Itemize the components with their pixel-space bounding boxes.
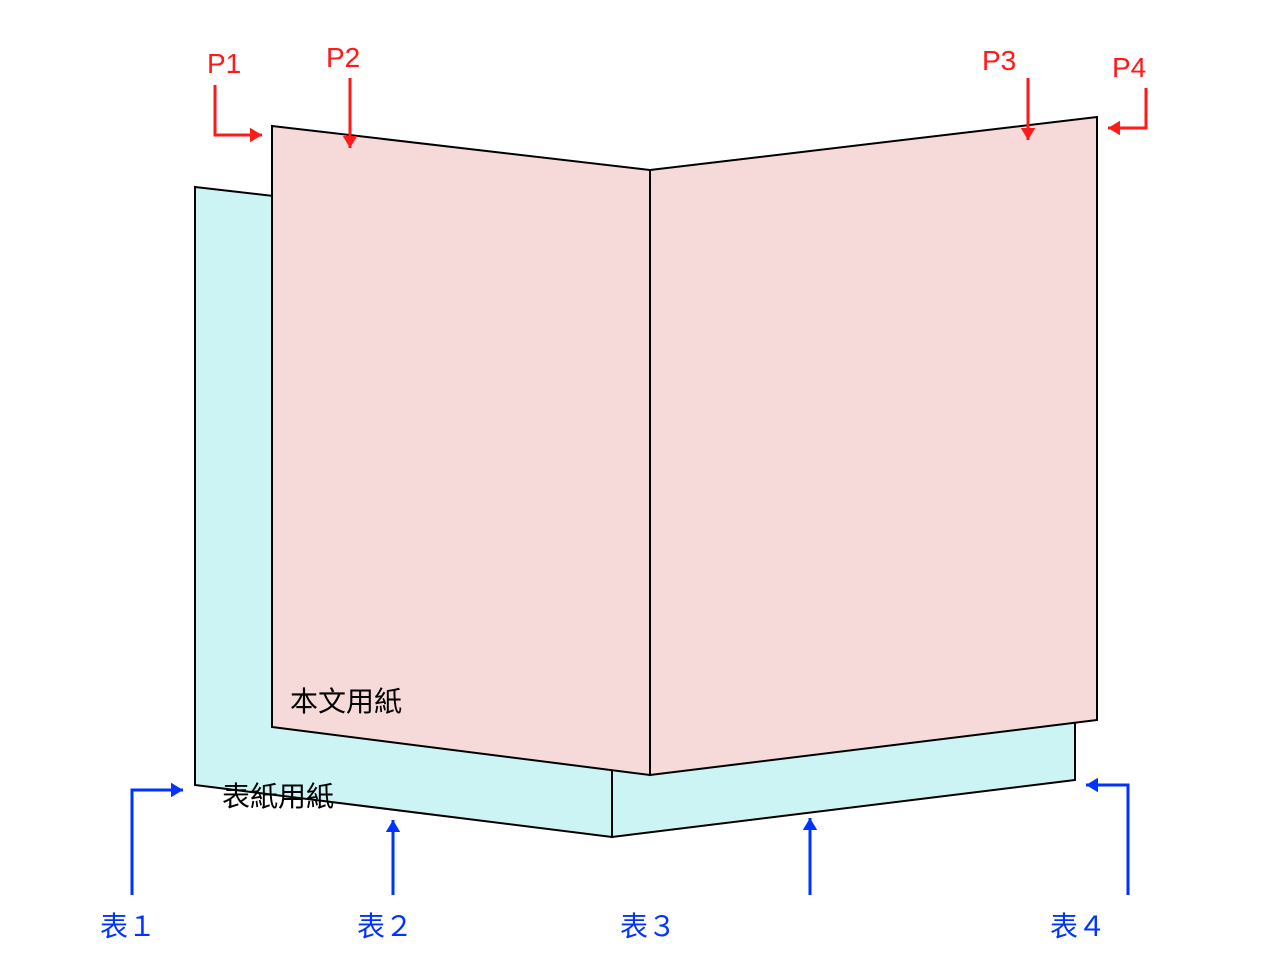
arrowhead-icon [386,820,400,832]
label-p1: P1 [207,48,241,80]
arrow-h4 [1086,785,1128,895]
body-right-panel [650,117,1097,775]
arrowhead-icon [803,818,817,830]
arrowhead-icon [250,128,262,142]
label-h4: 表４ [1050,905,1106,945]
arrow-h1 [132,790,183,895]
label-body-paper: 本文用紙 [290,680,402,720]
label-cover-paper: 表紙用紙 [222,775,334,815]
label-p4: P4 [1112,52,1146,84]
diagram-svg [0,0,1280,967]
arrow-p4 [1108,88,1146,128]
body-left-panel [272,126,650,775]
label-h3: 表３ [620,905,676,945]
arrowhead-icon [171,783,183,797]
label-p2: P2 [326,42,360,74]
booklet-diagram: P1 P2 P3 P4 表１ 表２ 表３ 表４ 本文用紙 表紙用紙 [0,0,1280,967]
label-p3: P3 [982,45,1016,77]
label-h2: 表２ [357,905,413,945]
arrow-p1 [215,85,262,135]
arrowhead-icon [1108,121,1120,135]
label-h1: 表１ [100,905,156,945]
arrowhead-icon [1086,778,1098,792]
